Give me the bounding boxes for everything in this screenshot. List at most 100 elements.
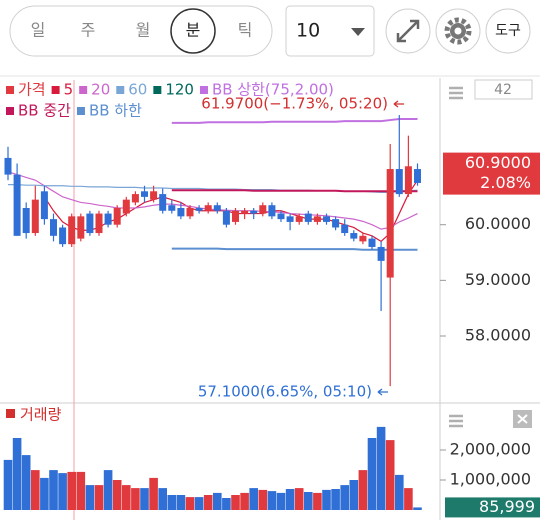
legend-swatch (79, 86, 88, 94)
indicator-line (171, 117, 418, 124)
candle-body (177, 208, 185, 217)
candle-body (341, 224, 349, 234)
volume-bar (203, 495, 213, 510)
close-icon (517, 414, 528, 424)
volume-bar (194, 497, 204, 510)
volume-title: 거래량 (20, 406, 62, 424)
candle-body (404, 166, 412, 195)
candle-body (313, 216, 321, 222)
volume-bar (112, 480, 122, 510)
y-tick-label: 60.0000 (465, 214, 531, 233)
candle-body (232, 210, 239, 222)
menu-icon[interactable] (449, 86, 463, 100)
volume-bar (213, 492, 222, 510)
candle-body (13, 174, 21, 236)
candle-body (186, 208, 194, 217)
volume-bar (49, 470, 58, 510)
interval-dropdown[interactable] (285, 5, 375, 57)
period-option[interactable]: 틱 (238, 21, 253, 40)
legend-swatch (6, 107, 14, 115)
volume-bar (367, 438, 377, 510)
candle-body (359, 235, 367, 242)
legend-label: 120 (165, 81, 194, 99)
candle-body (332, 219, 340, 228)
menu-icon[interactable] (449, 414, 463, 428)
candle-body (259, 205, 267, 214)
candle-body (368, 238, 376, 247)
legend-swatch (199, 86, 208, 94)
change-label: 2.08% (480, 173, 531, 192)
last-volume-box (445, 497, 540, 518)
period-option[interactable]: 분 (186, 21, 201, 40)
candle-body (22, 208, 30, 234)
volume-bar (331, 489, 340, 510)
tools-button[interactable] (485, 8, 531, 54)
tools-label: 도구 (495, 23, 521, 39)
candle-body (141, 191, 148, 197)
volume-bar (167, 495, 177, 510)
candle-body (250, 210, 258, 214)
volume-bar (85, 485, 95, 510)
volume-bar (276, 492, 286, 510)
volume-bar (349, 480, 359, 510)
volume-bar (40, 477, 49, 510)
gear-hole (454, 27, 462, 35)
volume-bar (103, 470, 113, 510)
volume-bar (322, 489, 331, 510)
indicator-line (171, 189, 418, 193)
volume-bar (21, 455, 31, 510)
candle-body (414, 169, 421, 183)
candle-body (213, 205, 221, 211)
indicator-line (7, 171, 418, 230)
legend-label: 가격 (18, 81, 46, 99)
candle-body (295, 216, 303, 222)
volume-bar (12, 438, 22, 510)
volume-bar (376, 426, 386, 510)
period-option[interactable]: 월 (136, 21, 151, 40)
period-option[interactable]: 주 (81, 21, 96, 40)
candle-body (386, 169, 394, 278)
volume-bar (140, 488, 149, 510)
dropdown-arrow (351, 28, 365, 36)
volume-bar (294, 488, 304, 510)
legend-label: BB 하한 (89, 102, 142, 120)
candle-body (131, 194, 139, 203)
volume-bar (358, 470, 368, 510)
volume-bar (58, 473, 67, 510)
volume-bar (340, 485, 349, 510)
y-tick-label: 2,000,000 (450, 440, 531, 459)
legend-label: 20 (91, 81, 110, 99)
volume-bar (258, 489, 268, 510)
candle-body (159, 194, 167, 211)
legend-label: 5 (64, 81, 74, 99)
volume-bar (158, 488, 167, 510)
max-arrow (393, 100, 404, 108)
count-label: 42 (494, 82, 512, 98)
volume-bar (176, 495, 186, 510)
candle-body (150, 191, 158, 200)
candle-body (350, 233, 358, 239)
candle-body (204, 205, 212, 211)
volume-bar (385, 440, 395, 510)
volume-bar (240, 492, 249, 510)
candle-body (168, 205, 176, 211)
candle-body (323, 216, 330, 222)
expand-icon (396, 19, 420, 43)
legend-swatch (116, 86, 125, 94)
candle-body (222, 210, 230, 225)
count-box (474, 79, 533, 100)
legend-swatch (153, 86, 162, 94)
candle-body (195, 208, 203, 211)
candle-body (77, 216, 85, 239)
volume-bar (313, 492, 322, 510)
volume-bar (285, 489, 295, 510)
volume-bar (76, 471, 86, 510)
min-annotation: 57.1000(6.65%, 05:10) (198, 383, 372, 401)
legend-swatch (76, 107, 85, 115)
candle-body (122, 199, 130, 214)
candle-body (104, 213, 112, 225)
volume-bar (222, 498, 231, 510)
last-volume-label: 85,999 (479, 497, 535, 516)
legend-label: BB 중간 (18, 102, 71, 120)
period-option[interactable]: 일 (31, 21, 46, 40)
